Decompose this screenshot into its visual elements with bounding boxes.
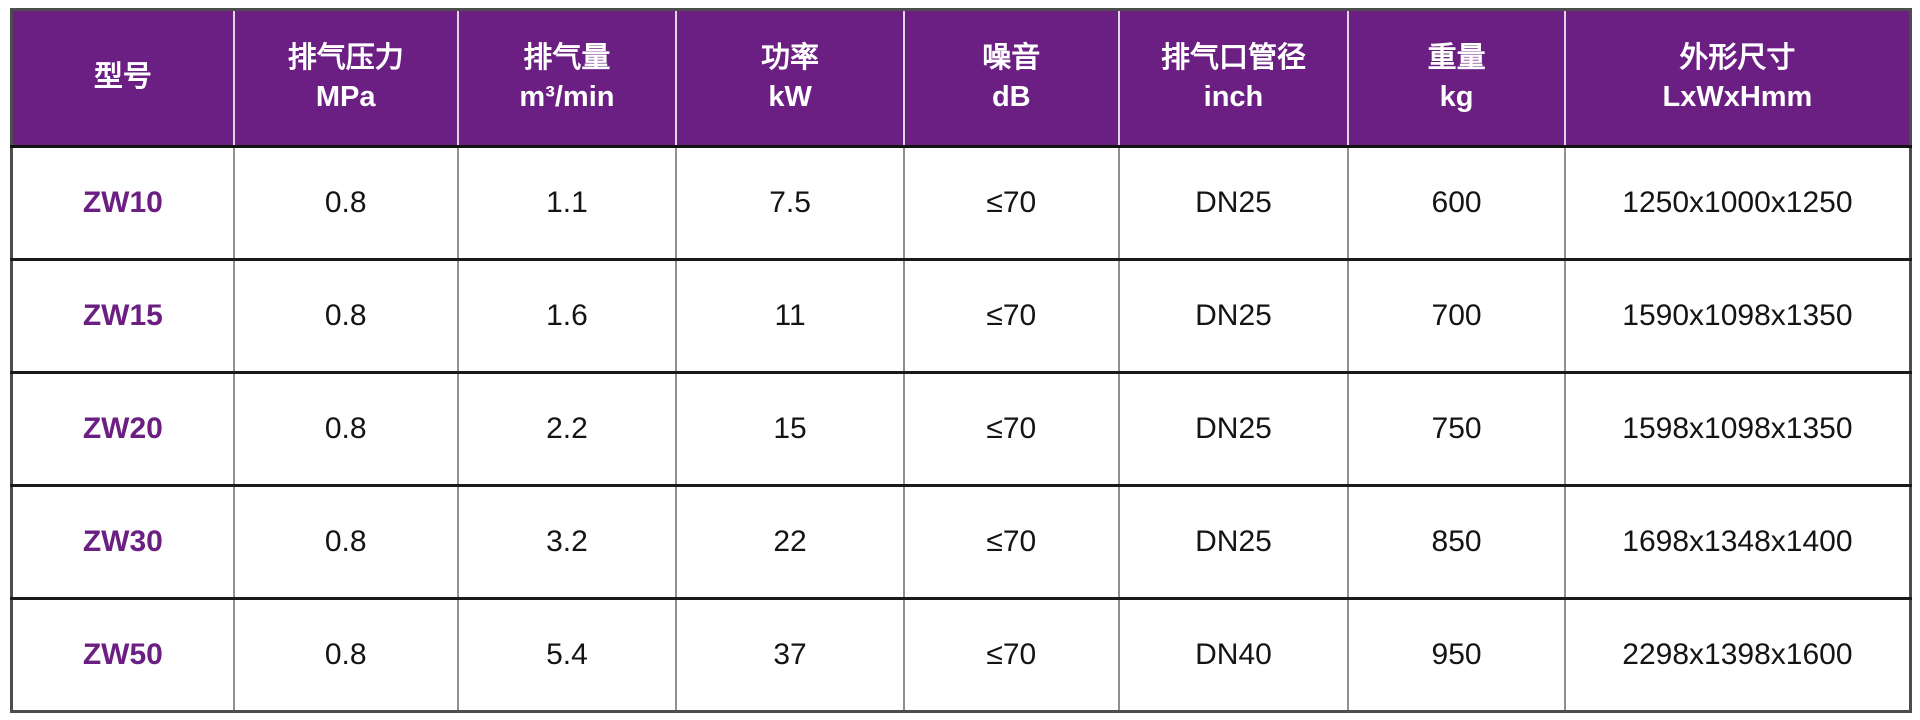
- value-cell: 1.1: [457, 146, 678, 261]
- header-title: 外形尺寸: [1679, 41, 1796, 74]
- value-cell: 0.8: [233, 372, 459, 487]
- table-row: ZW20 0.8 2.2 15 ≤70 DN25 750 1598x1098x1350: [11, 372, 1911, 487]
- value-cell: 2298x1398x1600: [1564, 598, 1911, 712]
- value-cell: 22: [676, 485, 905, 600]
- header-unit: m³/min: [519, 81, 615, 113]
- value-cell: 750: [1348, 372, 1566, 487]
- value-cell: 850: [1348, 485, 1566, 600]
- model-cell: ZW50: [11, 598, 235, 712]
- table-body: ZW10 0.8 1.1 7.5 ≤70 DN25 600 1250x1000x1250 ZW1…: [11, 146, 1911, 712]
- value-cell: 5.4: [457, 598, 678, 712]
- value-cell: DN25: [1118, 259, 1350, 374]
- model-cell: ZW15: [11, 259, 235, 374]
- value-cell: ≤70: [904, 485, 1120, 600]
- value-cell: 11: [676, 259, 905, 374]
- spec-table-container: 型号 排气压力 MPa 排气量 m³/min 功率 kW 噪音 dB 排气口管径 inch 重量 kg 外…: [10, 8, 1912, 713]
- table-row: ZW30 0.8 3.2 22 ≤70 DN25 850 1698x1348x1400: [11, 485, 1911, 600]
- value-cell: ≤70: [904, 372, 1120, 487]
- value-cell: ≤70: [904, 146, 1120, 261]
- table-header: 型号 排气压力 MPa 排气量 m³/min 功率 kW 噪音 dB 排气口管径 inch 重量 kg 外…: [11, 9, 1911, 148]
- header-cell: 型号: [11, 9, 235, 148]
- value-cell: 2.2: [457, 372, 678, 487]
- value-cell: DN25: [1118, 146, 1350, 261]
- spec-table: 型号 排气压力 MPa 排气量 m³/min 功率 kW 噪音 dB 排气口管径 inch 重量 kg 外…: [10, 8, 1912, 713]
- header-cell: 噪音 dB: [904, 9, 1120, 148]
- table-row: ZW15 0.8 1.6 11 ≤70 DN25 700 1590x1098x1350: [11, 259, 1911, 374]
- value-cell: 1.6: [457, 259, 678, 374]
- value-cell: 37: [676, 598, 905, 712]
- table-row: ZW50 0.8 5.4 37 ≤70 DN40 950 2298x1398x1600: [11, 598, 1911, 712]
- value-cell: 600: [1348, 146, 1566, 261]
- value-cell: ≤70: [904, 259, 1120, 374]
- value-cell: 3.2: [457, 485, 678, 600]
- header-title: 功率: [761, 41, 820, 74]
- header-unit: kW: [768, 81, 812, 113]
- value-cell: 700: [1348, 259, 1566, 374]
- header-cell: 排气口管径 inch: [1118, 9, 1350, 148]
- header-unit: dB: [991, 81, 1031, 113]
- header-title: 排气口管径: [1160, 41, 1306, 74]
- header-unit: kg: [1439, 81, 1474, 113]
- header-title: 噪音: [982, 41, 1041, 74]
- header-cell: 重量 kg: [1348, 9, 1566, 148]
- value-cell: 0.8: [233, 485, 459, 600]
- header-unit: LxWxHmm: [1662, 81, 1813, 113]
- header-unit: inch: [1203, 81, 1264, 113]
- header-unit: MPa: [315, 81, 376, 113]
- table-row: ZW10 0.8 1.1 7.5 ≤70 DN25 600 1250x1000x1250: [11, 146, 1911, 261]
- value-cell: 1250x1000x1250: [1564, 146, 1911, 261]
- value-cell: 1590x1098x1350: [1564, 259, 1911, 374]
- value-cell: 0.8: [233, 598, 459, 712]
- value-cell: 1698x1348x1400: [1564, 485, 1911, 600]
- value-cell: 950: [1348, 598, 1566, 712]
- value-cell: DN40: [1118, 598, 1350, 712]
- value-cell: DN25: [1118, 372, 1350, 487]
- model-cell: ZW30: [11, 485, 235, 600]
- value-cell: 7.5: [676, 146, 905, 261]
- header-title: 重量: [1427, 41, 1486, 74]
- header-title: 排气压力: [287, 41, 404, 74]
- header-title: 型号: [93, 61, 152, 94]
- value-cell: 1598x1098x1350: [1564, 372, 1911, 487]
- header-cell: 排气压力 MPa: [233, 9, 459, 148]
- model-cell: ZW10: [11, 146, 235, 261]
- value-cell: 15: [676, 372, 905, 487]
- value-cell: 0.8: [233, 146, 459, 261]
- header-cell: 排气量 m³/min: [457, 9, 678, 148]
- value-cell: DN25: [1118, 485, 1350, 600]
- value-cell: 0.8: [233, 259, 459, 374]
- header-cell: 功率 kW: [676, 9, 905, 148]
- model-cell: ZW20: [11, 372, 235, 487]
- value-cell: ≤70: [904, 598, 1120, 712]
- header-cell: 外形尺寸 LxWxHmm: [1564, 9, 1911, 148]
- header-title: 排气量: [523, 41, 611, 74]
- header-row: 型号 排气压力 MPa 排气量 m³/min 功率 kW 噪音 dB 排气口管径 inch 重量 kg 外…: [11, 9, 1911, 148]
